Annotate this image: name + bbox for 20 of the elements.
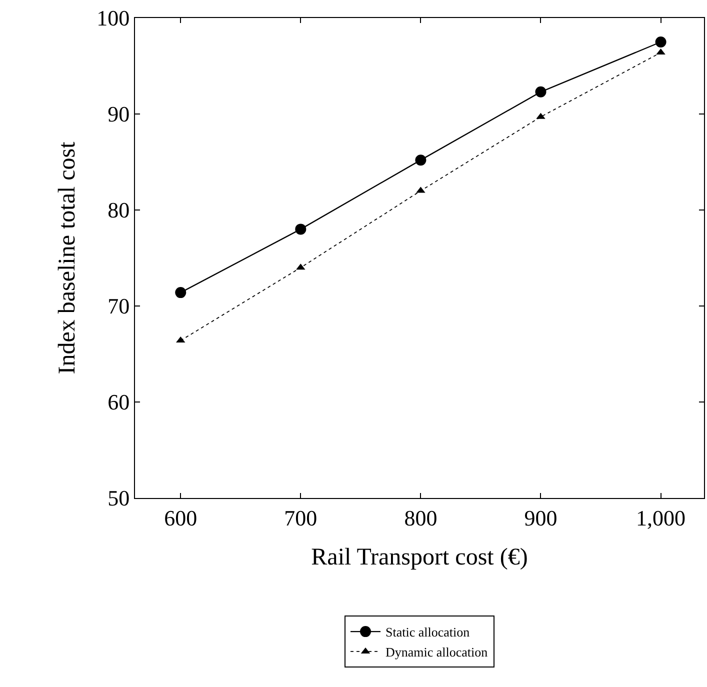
legend-label: Static allocation xyxy=(386,624,470,640)
x-tick-label: 800 xyxy=(404,505,438,530)
point xyxy=(655,36,666,48)
y-tick-label: 80 xyxy=(108,198,130,223)
y-tick-label: 50 xyxy=(108,486,130,511)
x-tick-label: 1,000 xyxy=(636,505,686,530)
x-tick-label: 700 xyxy=(284,505,318,530)
y-axis-title: Index baseline total cost xyxy=(54,141,81,374)
y-tick-label: 60 xyxy=(108,390,130,415)
x-tick-label: 600 xyxy=(164,505,198,530)
point xyxy=(175,287,186,298)
legend-label: Dynamic allocation xyxy=(386,644,488,660)
point xyxy=(535,86,546,98)
point xyxy=(415,154,426,166)
point xyxy=(295,224,306,235)
y-tick-label: 70 xyxy=(108,294,130,319)
y-tick-label: 100 xyxy=(96,6,130,31)
x-axis-title: Rail Transport cost (€) xyxy=(311,544,528,571)
y-tick-label: 90 xyxy=(108,102,130,127)
x-tick-label: 900 xyxy=(524,505,558,530)
